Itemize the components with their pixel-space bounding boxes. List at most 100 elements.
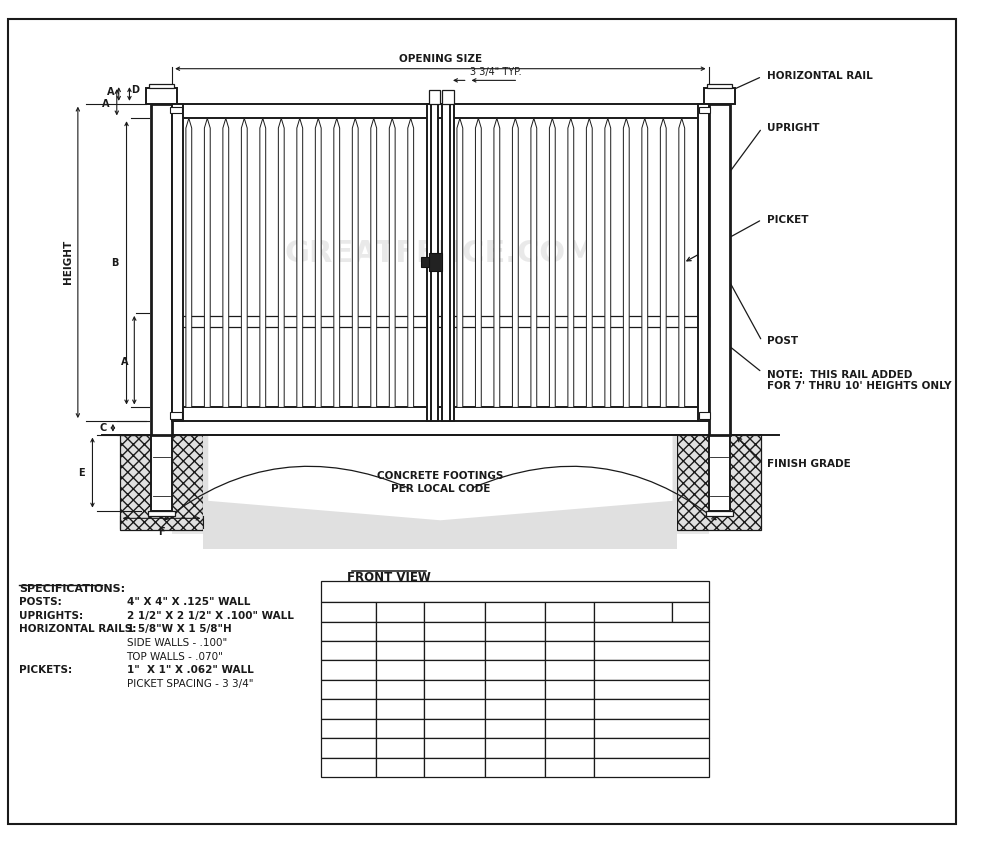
Text: 7': 7' bbox=[344, 704, 353, 714]
Text: OPENING SIZE: OPENING SIZE bbox=[399, 54, 482, 64]
Bar bbox=[594, 660, 709, 680]
Text: B: B bbox=[450, 607, 458, 617]
Text: 13 5/8": 13 5/8" bbox=[496, 743, 534, 753]
Polygon shape bbox=[259, 118, 265, 407]
Polygon shape bbox=[624, 118, 630, 407]
Text: 4 1/2": 4 1/2" bbox=[553, 685, 585, 695]
Text: 6': 6' bbox=[344, 685, 353, 695]
Bar bbox=[425, 758, 485, 777]
Text: PER LOCAL CODE: PER LOCAL CODE bbox=[606, 743, 696, 753]
Bar bbox=[321, 719, 375, 738]
Bar bbox=[485, 738, 545, 758]
Text: C: C bbox=[511, 607, 519, 617]
Text: PER LOCAL CODE: PER LOCAL CODE bbox=[391, 484, 490, 494]
Bar bbox=[429, 90, 441, 104]
Text: SIDE WALLS - .100": SIDE WALLS - .100" bbox=[127, 638, 227, 648]
Polygon shape bbox=[642, 118, 647, 407]
Text: 4': 4' bbox=[344, 626, 353, 636]
Bar bbox=[375, 680, 425, 700]
Bar bbox=[594, 700, 709, 719]
Bar bbox=[443, 104, 450, 421]
Bar bbox=[704, 89, 735, 104]
Text: PER LOCAL CODE: PER LOCAL CODE bbox=[606, 646, 696, 656]
Text: PER LOCAL CODE: PER LOCAL CODE bbox=[606, 762, 696, 772]
Bar bbox=[594, 621, 709, 641]
Bar bbox=[594, 680, 709, 700]
Polygon shape bbox=[531, 118, 537, 407]
Polygon shape bbox=[208, 435, 672, 520]
Bar bbox=[146, 89, 177, 104]
Bar bbox=[425, 641, 485, 660]
Text: 7 5/8": 7 5/8" bbox=[384, 665, 416, 675]
Text: E: E bbox=[78, 468, 85, 478]
Text: HEIGHT: HEIGHT bbox=[327, 607, 370, 617]
Text: HORIZONTAL RAILS:: HORIZONTAL RAILS: bbox=[20, 625, 137, 635]
Text: FRONT VIEW: FRONT VIEW bbox=[347, 571, 432, 584]
Text: UPRIGHT: UPRIGHT bbox=[767, 123, 820, 133]
Text: HORIZONTAL RAIL: HORIZONTAL RAIL bbox=[767, 72, 872, 82]
Bar bbox=[698, 104, 709, 421]
Bar bbox=[594, 758, 709, 777]
Bar bbox=[594, 738, 709, 758]
Bar bbox=[594, 719, 709, 738]
Bar bbox=[485, 660, 545, 680]
Bar bbox=[425, 660, 485, 680]
Text: FOR 7' THRU 10' HEIGHTS ONLY: FOR 7' THRU 10' HEIGHTS ONLY bbox=[767, 381, 951, 391]
Polygon shape bbox=[389, 118, 395, 407]
Text: A: A bbox=[107, 87, 115, 97]
Text: 9": 9" bbox=[563, 762, 575, 772]
Bar bbox=[425, 719, 485, 738]
Polygon shape bbox=[352, 118, 358, 407]
Text: 32 3/4": 32 3/4" bbox=[436, 626, 473, 636]
Polygon shape bbox=[605, 118, 611, 407]
Polygon shape bbox=[679, 118, 685, 407]
Text: 4 1/2": 4 1/2" bbox=[553, 626, 585, 636]
Bar bbox=[443, 90, 454, 104]
Bar bbox=[485, 758, 545, 777]
Text: POST: POST bbox=[767, 336, 798, 346]
Bar bbox=[120, 435, 203, 530]
Bar bbox=[545, 758, 594, 777]
Text: 7 5/8": 7 5/8" bbox=[384, 646, 416, 656]
Polygon shape bbox=[223, 118, 229, 407]
Text: 1 5/8"W X 1 5/8"H: 1 5/8"W X 1 5/8"H bbox=[127, 625, 232, 635]
Text: 10 5/8": 10 5/8" bbox=[496, 704, 534, 714]
Bar bbox=[148, 84, 174, 89]
Text: 4 1/2': 4 1/2' bbox=[334, 646, 363, 656]
Polygon shape bbox=[408, 118, 414, 407]
Polygon shape bbox=[297, 118, 303, 407]
Text: D: D bbox=[565, 607, 573, 617]
Bar bbox=[545, 641, 594, 660]
Polygon shape bbox=[586, 118, 592, 407]
Polygon shape bbox=[316, 118, 321, 407]
Bar bbox=[375, 700, 425, 719]
Text: PER LOCAL CODE: PER LOCAL CODE bbox=[606, 704, 696, 714]
Text: 3 3/4" TYP.: 3 3/4" TYP. bbox=[469, 67, 521, 78]
Text: 6 1/2": 6 1/2" bbox=[553, 723, 585, 733]
Bar bbox=[444, 104, 454, 421]
Bar bbox=[375, 758, 425, 777]
Bar bbox=[421, 257, 429, 266]
Bar bbox=[375, 602, 425, 621]
Bar bbox=[172, 438, 709, 534]
Bar bbox=[321, 738, 375, 758]
Bar bbox=[321, 660, 375, 680]
Text: 56 3/4": 56 3/4" bbox=[436, 685, 473, 695]
Text: 4" X 4" X .125" WALL: 4" X 4" X .125" WALL bbox=[127, 597, 249, 607]
Text: PER LOCAL CODE: PER LOCAL CODE bbox=[606, 685, 696, 695]
Bar bbox=[321, 758, 375, 777]
Text: 7 5/8": 7 5/8" bbox=[499, 626, 531, 636]
Bar bbox=[594, 641, 709, 660]
Text: 5': 5' bbox=[344, 665, 353, 675]
Text: 4 1/2": 4 1/2" bbox=[553, 665, 585, 675]
Bar bbox=[321, 621, 375, 641]
Bar bbox=[172, 407, 709, 421]
Polygon shape bbox=[513, 118, 518, 407]
Text: PER LOCAL CODE: PER LOCAL CODE bbox=[606, 665, 696, 675]
Bar bbox=[699, 107, 711, 114]
Text: F: F bbox=[158, 527, 165, 537]
Text: A: A bbox=[102, 99, 109, 110]
Text: 8': 8' bbox=[344, 723, 353, 733]
Bar bbox=[545, 738, 594, 758]
Bar bbox=[150, 435, 172, 511]
